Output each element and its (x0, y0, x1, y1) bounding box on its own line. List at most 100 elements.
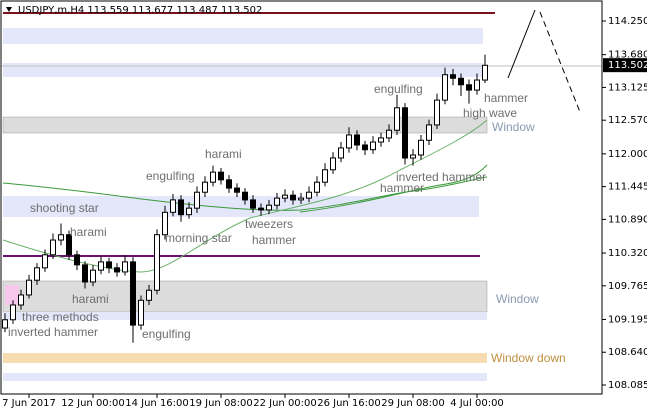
candle-body (402, 107, 408, 159)
candle-body (298, 197, 304, 201)
candle-body (10, 304, 16, 321)
candle-body (274, 197, 280, 206)
candle-body (242, 191, 248, 201)
candle-body (362, 144, 368, 151)
candle-body (258, 207, 264, 211)
candle-body (322, 169, 328, 183)
annotation: hammer (380, 181, 424, 195)
zone (3, 196, 479, 217)
candle-body (138, 299, 144, 326)
projection (507, 9, 536, 79)
candle-body (130, 261, 136, 326)
zone (3, 353, 487, 363)
candle-body (386, 129, 392, 139)
annotation: engulfing (142, 327, 191, 341)
candle-body (466, 84, 472, 91)
projection (539, 11, 581, 113)
y-tick-label: 111.445 (608, 182, 647, 193)
zone (3, 28, 483, 44)
zone (5, 285, 19, 305)
candle-body (354, 134, 360, 146)
candle-body (434, 99, 440, 126)
annotation: inverted hammer (396, 170, 486, 184)
annotation: high wave (463, 106, 517, 120)
candle-body (18, 294, 24, 306)
candle-body (442, 74, 448, 101)
chart-title: USDJPY,m,H4 113.559 113.677 113.487 113.… (18, 5, 262, 16)
candle-body (106, 261, 112, 269)
annotation: engulfing (374, 82, 423, 96)
zone (3, 373, 487, 381)
candle-body (482, 64, 488, 81)
candle-body (346, 134, 352, 149)
candle-body (154, 234, 160, 291)
candle-body (410, 154, 416, 159)
zone (3, 63, 483, 77)
moving-average (2, 176, 488, 211)
candle-body (394, 107, 400, 131)
candle-body (250, 199, 256, 209)
candle-body (122, 261, 128, 273)
menu-icon (6, 7, 12, 12)
annotation: harami (72, 292, 109, 306)
y-tick-label: 113.125 (608, 82, 647, 93)
candle-body (90, 269, 96, 283)
candle-body (34, 267, 40, 281)
candle-body (114, 267, 120, 273)
candles (2, 54, 488, 343)
candle-body (306, 191, 312, 199)
candle-body (146, 289, 152, 301)
candle-body (2, 319, 8, 329)
annotation: hammer (484, 91, 528, 105)
annotation: harami (70, 225, 107, 239)
last-price: 113.502 (608, 60, 647, 71)
candle-body (170, 199, 176, 213)
y-tick-label: 109.765 (608, 281, 647, 292)
zone (2, 116, 488, 134)
candle-body (82, 264, 88, 283)
x-tick-label: 14 Jun 16:00 (125, 398, 189, 409)
zone (3, 312, 487, 320)
x-tick-label: 29 Jun 08:00 (381, 398, 445, 409)
annotation: three methods (22, 310, 99, 324)
candle-body (290, 194, 296, 201)
candle-body (338, 147, 344, 159)
annotation: hammer (252, 233, 296, 247)
annotation: shooting star (30, 201, 99, 215)
candle-body (234, 187, 240, 193)
candle-body (218, 171, 224, 181)
candle-body (194, 191, 200, 209)
y-tick-label: 110.890 (608, 214, 647, 225)
y-tick-label: 113.680 (608, 50, 647, 61)
candle-body (418, 139, 424, 156)
candle-body (50, 239, 56, 256)
candle-body (266, 204, 272, 211)
annotation: Window (496, 292, 539, 306)
candle-body (282, 194, 288, 199)
candle-body (66, 234, 72, 256)
y-tick-label: 108.640 (608, 347, 647, 358)
x-tick-label: 19 Jun 08:00 (189, 398, 253, 409)
x-tick-label: 22 Jun 00:00 (253, 398, 317, 409)
price-box (603, 58, 647, 73)
zone (2, 280, 488, 313)
candle-body (474, 79, 480, 91)
x-tick-label: 4 Jul 00:00 (450, 398, 504, 409)
y-tick-label: 112.000 (608, 149, 647, 160)
candle-body (370, 141, 376, 151)
candle-body (74, 254, 80, 266)
x-tick-label: 26 Jun 16:00 (317, 398, 381, 409)
candle-body (42, 254, 48, 269)
x-tick-label: 7 Jun 2017 (2, 398, 56, 409)
annotation: engulfing (146, 169, 195, 183)
y-tick-label: 110.320 (608, 248, 647, 259)
candle-body (58, 234, 64, 241)
candle-body (226, 179, 232, 189)
annotation: Window down (491, 351, 566, 365)
y-tick-label: 112.570 (608, 115, 647, 126)
x-tick-label: 12 Jun 00:00 (61, 398, 125, 409)
annotation: harami (205, 147, 242, 161)
candle-body (458, 77, 464, 86)
annotation: morning star (165, 231, 232, 245)
candle-body (178, 199, 184, 216)
